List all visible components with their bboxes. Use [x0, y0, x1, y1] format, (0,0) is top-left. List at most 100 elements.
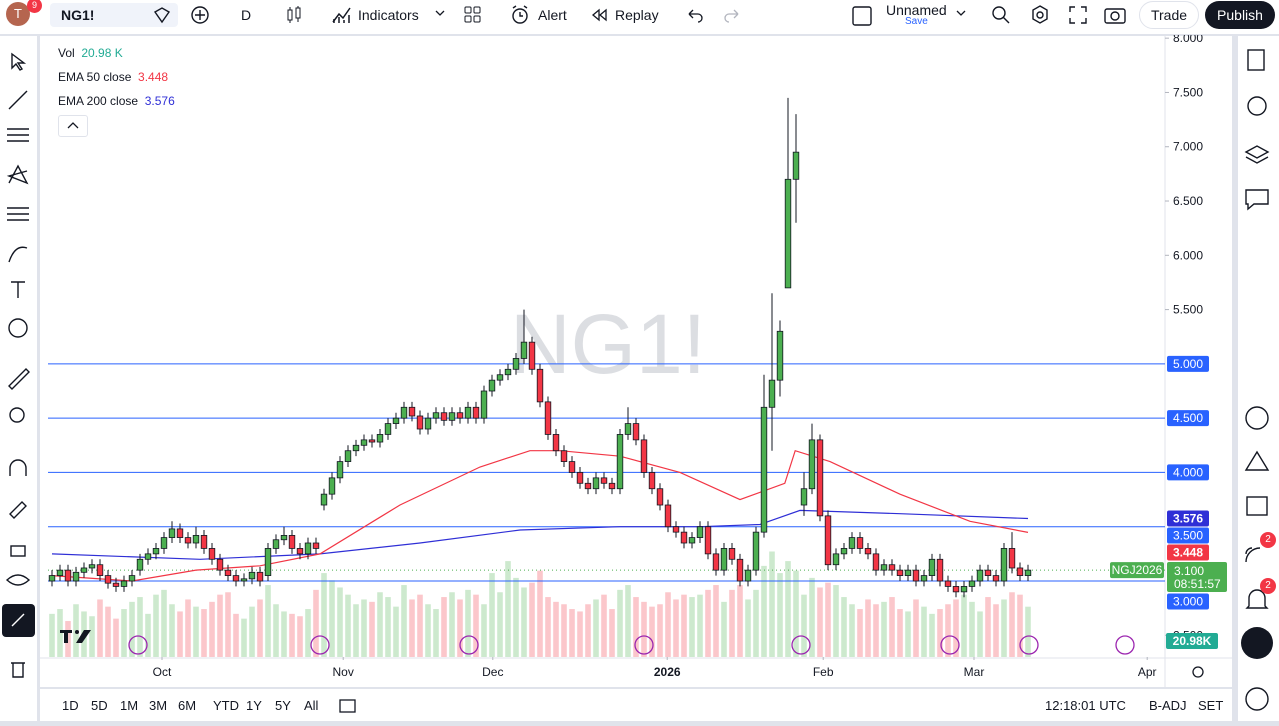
event-marker[interactable]	[310, 635, 330, 655]
range-button[interactable]: All	[304, 698, 319, 713]
watchlist-icon[interactable]	[1247, 49, 1265, 71]
clock[interactable]: 12:18:01 UTC	[1045, 698, 1126, 713]
lock-drawing-tool[interactable]	[9, 501, 27, 519]
candle-body	[360, 439, 368, 446]
layout-name[interactable]: Unnamed	[886, 2, 947, 18]
chat-icon[interactable]	[1245, 189, 1269, 211]
replay-icon[interactable]	[590, 7, 610, 23]
brush-tool[interactable]	[8, 246, 28, 263]
symbol-info-icon[interactable]	[152, 6, 172, 26]
event-marker[interactable]	[791, 635, 811, 655]
event-marker[interactable]	[1019, 635, 1039, 655]
redo-icon[interactable]	[722, 6, 742, 24]
date-range-icon[interactable]	[338, 697, 358, 715]
replay-button[interactable]: Replay	[615, 7, 659, 23]
event-marker[interactable]	[459, 635, 479, 655]
alerts-icon[interactable]	[1247, 96, 1267, 116]
range-button[interactable]: 5D	[91, 698, 108, 713]
notifications-icon[interactable]	[1245, 589, 1269, 609]
object-tree-icon[interactable]	[1244, 145, 1270, 164]
compare-icon[interactable]	[190, 5, 210, 25]
session-toggle[interactable]: SET	[1198, 698, 1224, 713]
ruler-tool[interactable]	[8, 368, 30, 390]
candle-body	[72, 571, 80, 582]
event-marker[interactable]	[940, 635, 960, 655]
layout-icon[interactable]	[851, 5, 873, 27]
volume-bar	[481, 604, 487, 657]
quick-search-icon[interactable]	[990, 4, 1012, 26]
settings-icon[interactable]	[1192, 666, 1204, 678]
indicators-icon[interactable]	[331, 5, 353, 25]
volume-bar	[873, 604, 879, 657]
volume-bar	[929, 613, 935, 657]
dropdown-icon[interactable]	[434, 8, 446, 18]
alert-icon[interactable]	[509, 4, 531, 26]
range-button[interactable]: 6M	[178, 698, 197, 713]
help-icon[interactable]	[1245, 687, 1269, 711]
ema50-badge	[1167, 544, 1209, 561]
fib-tool[interactable]	[7, 128, 29, 142]
trend-line-tool[interactable]	[8, 90, 28, 110]
ideas-icon[interactable]	[1245, 406, 1269, 430]
trade-button[interactable]: Trade	[1139, 1, 1199, 29]
range-button[interactable]: 1M	[120, 698, 139, 713]
trash-tool[interactable]	[11, 662, 25, 678]
lock-tool[interactable]	[10, 545, 26, 557]
fullscreen-icon[interactable]	[1067, 4, 1089, 26]
publish-button[interactable]: Publish	[1205, 1, 1275, 29]
undo-icon[interactable]	[685, 6, 705, 24]
link-tool[interactable]	[2, 604, 35, 637]
candle-body	[168, 528, 176, 538]
range-button[interactable]: 1Y	[246, 698, 262, 713]
candle-body	[840, 548, 848, 555]
candle-body	[816, 439, 824, 517]
volume-bar	[137, 597, 143, 657]
visibility-tool[interactable]	[5, 574, 31, 586]
adjustment-toggle[interactable]: B-ADJ	[1149, 698, 1187, 713]
settings-icon[interactable]	[1029, 4, 1051, 26]
candle-body	[464, 406, 472, 419]
volume-bar	[505, 561, 511, 657]
interval[interactable]: D	[241, 7, 252, 23]
candle-body	[496, 374, 504, 381]
volume-bar	[985, 597, 991, 657]
layout-save[interactable]: Save	[905, 16, 928, 27]
x-tick-label: Nov	[333, 665, 354, 679]
candle-body	[568, 461, 576, 473]
volume-bar	[385, 597, 391, 657]
candle-body	[832, 553, 840, 566]
pine-icon[interactable]	[1244, 450, 1270, 471]
collapse-legend[interactable]	[58, 115, 88, 137]
products-icon[interactable]	[1241, 627, 1273, 659]
templates-icon[interactable]	[463, 5, 483, 25]
news-icon[interactable]	[1245, 547, 1261, 563]
calendar-icon[interactable]	[1246, 496, 1268, 516]
range-button[interactable]: YTD	[213, 698, 239, 713]
range-button[interactable]: 3M	[149, 698, 168, 713]
event-marker[interactable]	[634, 635, 654, 655]
snapshot-icon[interactable]	[1103, 4, 1127, 26]
event-marker[interactable]	[1115, 635, 1135, 655]
avatar[interactable]: T	[6, 2, 30, 26]
alert-button[interactable]: Alert	[538, 7, 567, 23]
text-tool[interactable]	[11, 281, 25, 298]
ema200-badge-label: 3.576	[1173, 511, 1203, 525]
layout-dropdown[interactable]	[955, 8, 967, 18]
symbol[interactable]: NG1!	[61, 7, 95, 23]
tv-logo	[60, 630, 91, 643]
indicators-button[interactable]: Indicators	[358, 7, 419, 23]
pattern-tool[interactable]	[6, 164, 29, 185]
range-button[interactable]: 5Y	[275, 698, 291, 713]
chart-type-icon[interactable]	[284, 5, 304, 25]
candle-body	[640, 439, 648, 473]
volume-bar	[233, 613, 239, 657]
cursor-tool[interactable]	[11, 52, 27, 71]
volume-bar	[97, 599, 103, 657]
magnet-tool[interactable]	[9, 459, 27, 476]
zoom-tool[interactable]	[9, 407, 25, 423]
forecast-tool[interactable]	[7, 207, 29, 221]
line-price-badge	[1167, 527, 1209, 544]
emoji-tool[interactable]	[8, 318, 28, 338]
event-marker[interactable]	[128, 635, 148, 655]
range-button[interactable]: 1D	[62, 698, 79, 713]
